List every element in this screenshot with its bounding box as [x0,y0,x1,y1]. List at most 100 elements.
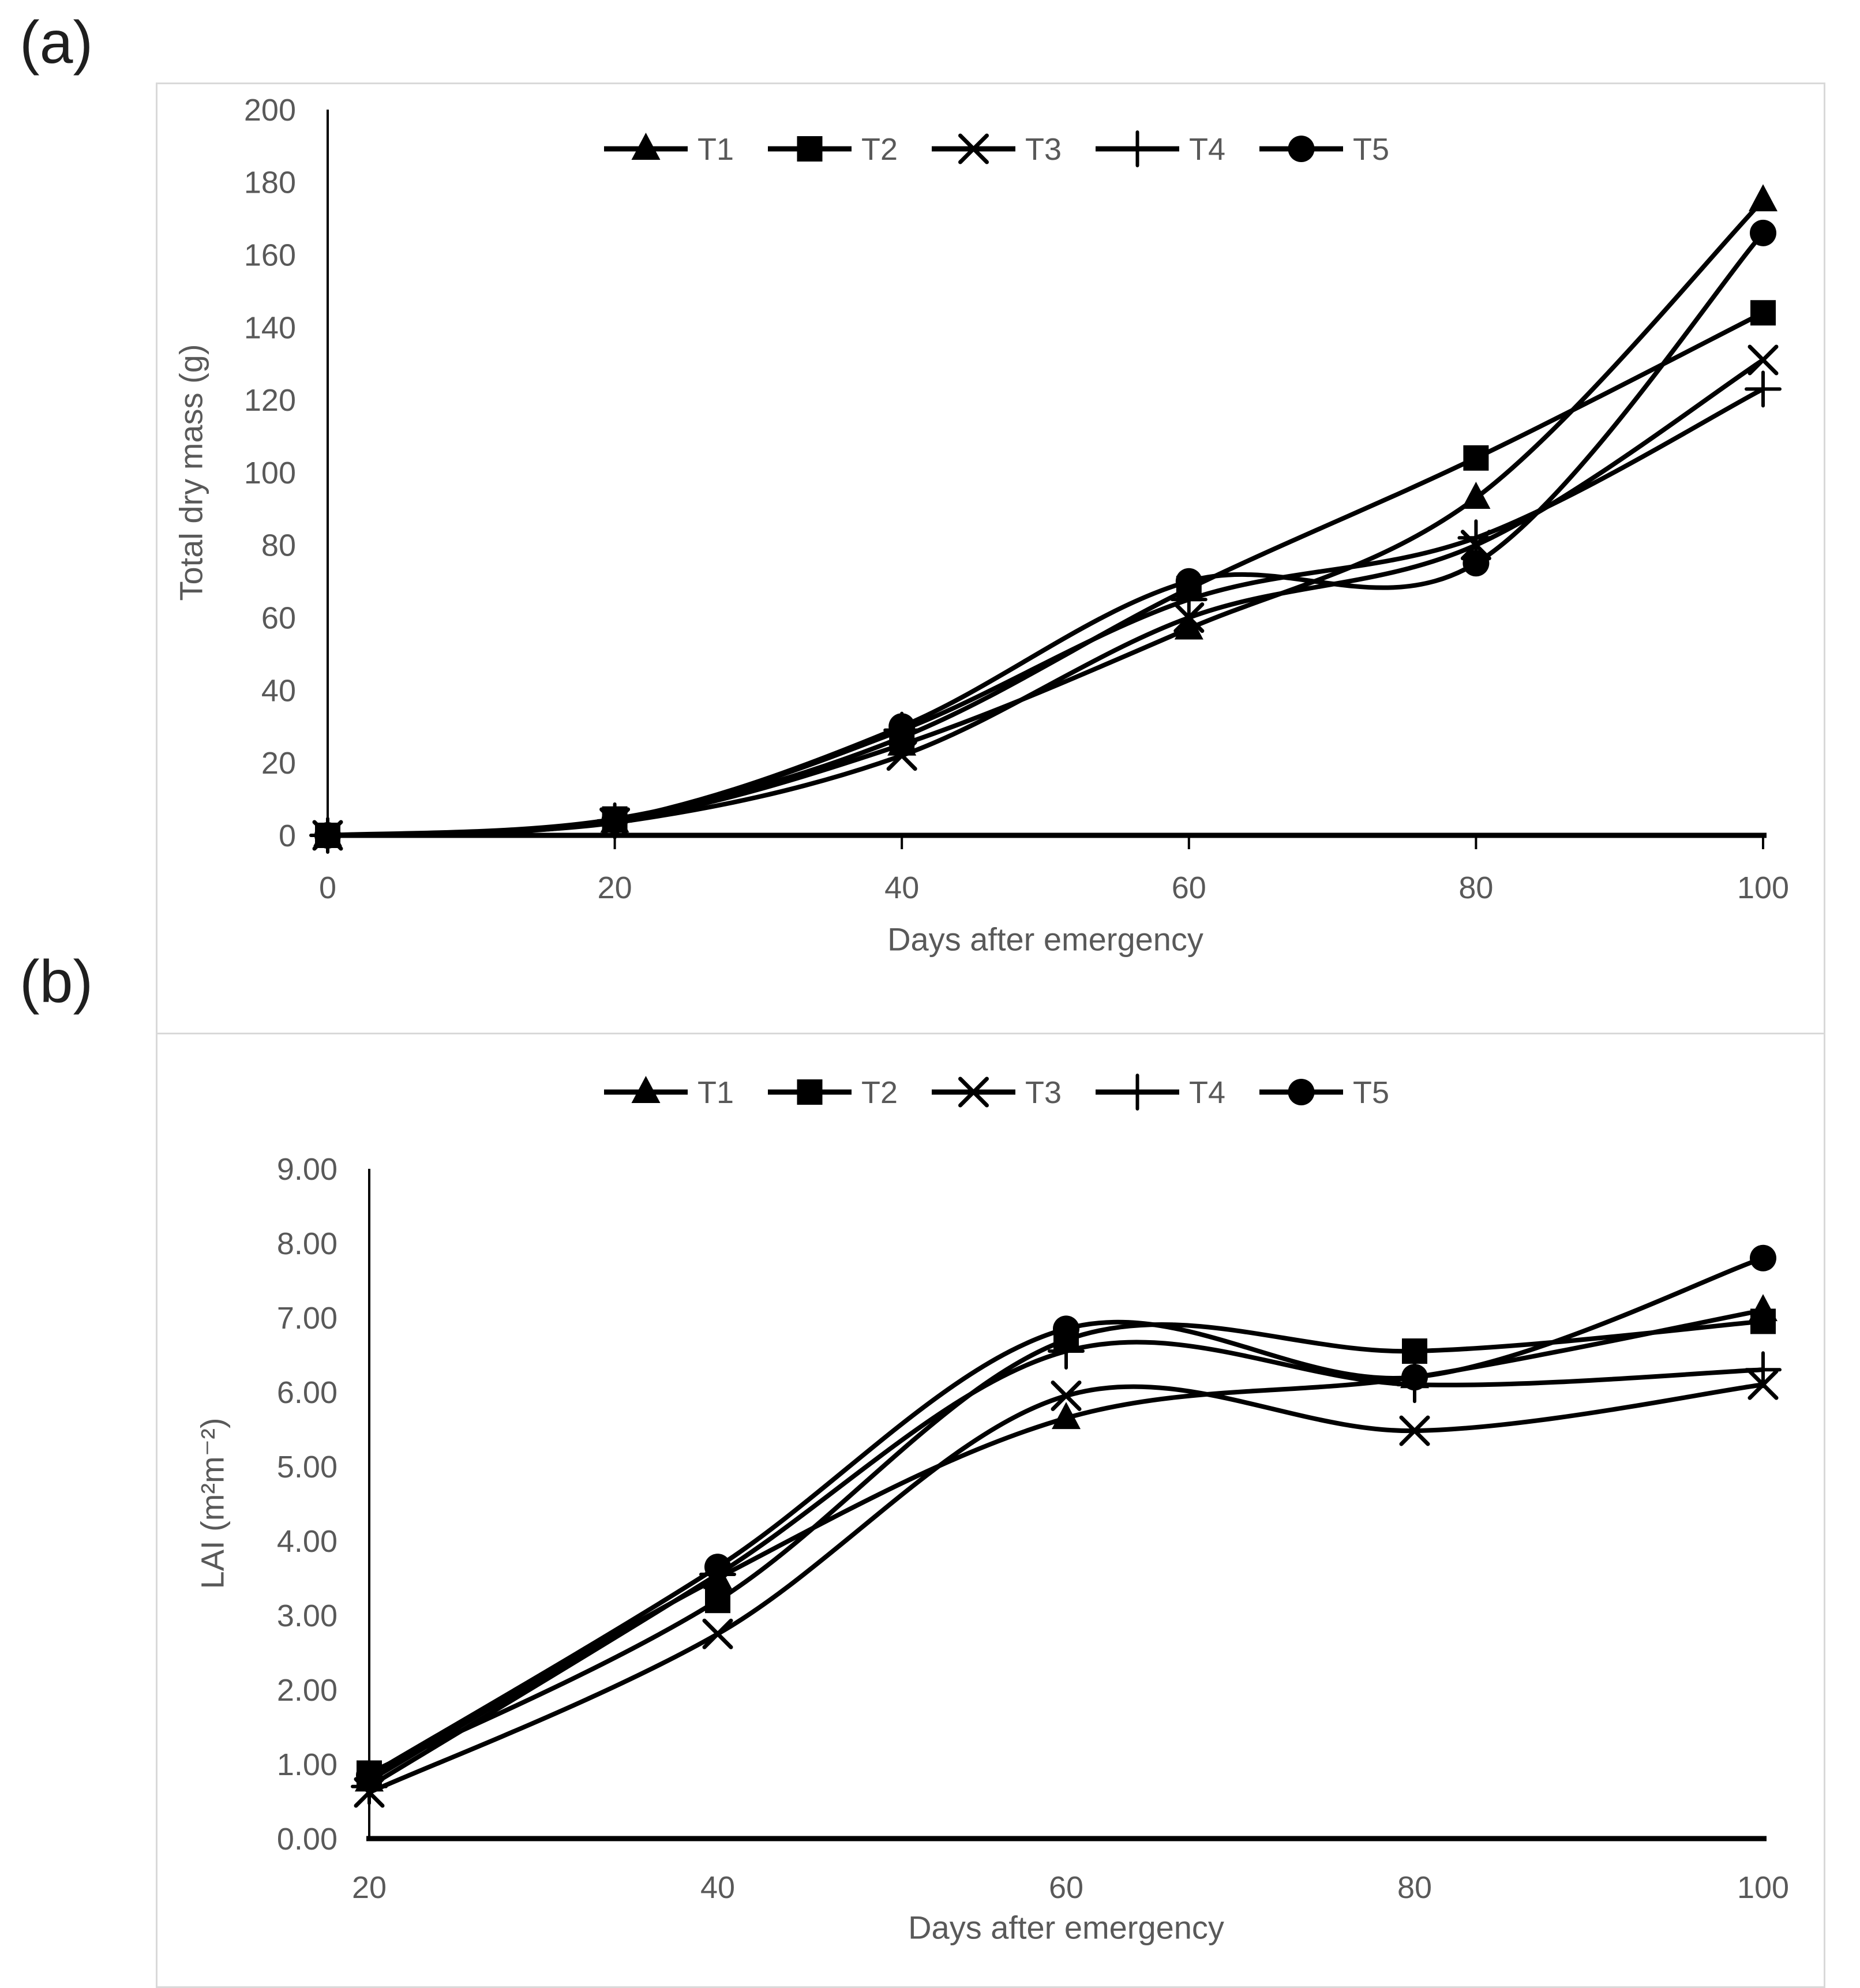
legend-label: T4 [1189,1075,1225,1110]
x-tick-label: 40 [884,871,919,905]
plus-marker-icon [1119,130,1156,167]
x-axis-title: Days after emergency [887,921,1203,958]
y-tick-label: 120 [244,383,296,418]
y-tick-label: 200 [244,93,296,127]
y-tick-label: 9.00 [277,1152,337,1187]
legend-label: T4 [1189,132,1225,167]
legend-label: T5 [1353,1075,1389,1110]
chart-a-total-dry-mass: 0 20 40 60 80 100 0 20 40 60 80 100 120 140 160 180 200 D… [173,93,1789,958]
legend: T1 T2 T3 T4 T5 [604,1074,1389,1111]
x-axis-title: Days after emergency [908,1910,1224,1946]
y-axis-title: LAI (m²m⁻²) [194,1417,231,1589]
legend-item-T2: T2 [768,132,898,167]
square-marker-icon [797,136,823,162]
panel-b: 20 40 60 80 100 0.00 1.00 2.00 3.00 4.00 5.00 6.00 7… [156,1033,1825,1988]
x-marker-icon [1051,1380,1082,1411]
x-marker-icon [886,740,917,771]
legend-label: T2 [861,132,898,167]
x-tick-label: 80 [1397,1870,1432,1905]
series-line-T2 [325,310,1765,838]
x-axis-ticks: 0 20 40 60 80 100 [319,838,1789,905]
y-tick-label: 0.00 [277,1822,337,1856]
y-tick-label: 6.00 [277,1375,337,1410]
circle-marker-icon [356,1762,382,1789]
x-marker-icon [958,1076,989,1108]
x-axis-ticks: 20 40 60 80 100 [352,1870,1789,1905]
plus-marker-icon [1119,1074,1156,1111]
circle-marker-icon [1053,1315,1079,1342]
triangle-marker-icon [631,133,661,160]
square-marker-icon [1402,1338,1427,1364]
x-tick-label: 60 [1172,871,1206,905]
series-T1 [313,184,1777,846]
circle-marker-icon [1750,219,1776,246]
y-tick-label: 180 [244,166,296,200]
triangle-marker-icon [1461,482,1491,509]
panel-a: 0 20 40 60 80 100 0 20 40 60 80 100 120 140 160 180 200 D… [156,82,1825,1034]
y-axis-ticks: 0.00 1.00 2.00 3.00 4.00 5.00 6.00 7.00 8.00 9.00 [277,1152,337,1856]
y-tick-label: 7.00 [277,1301,337,1336]
y-tick-label: 140 [244,310,296,345]
y-tick-label: 160 [244,238,296,273]
legend: T1 T2 T3 T4 T5 [604,130,1389,167]
legend-item-T5: T5 [1259,1075,1389,1110]
x-tick-label: 20 [352,1870,387,1905]
plus-marker-icon [1457,519,1495,557]
series-T5 [314,219,1776,849]
series-line-T4 [367,1340,1765,1789]
legend-label: T5 [1353,132,1389,167]
panel-a-label: (a) [20,9,93,76]
series-T3 [312,344,1779,851]
circle-marker-icon [888,713,916,740]
x-tick-label: 60 [1049,1870,1083,1905]
series-line-T4 [325,387,1765,838]
legend-item-T4: T4 [1096,1074,1225,1111]
legend-item-T4: T4 [1096,130,1225,167]
legend-item-T1: T1 [604,132,734,167]
legend-label: T1 [697,132,734,167]
series-T2 [315,300,1776,848]
triangle-marker-icon [631,1076,661,1103]
axes [325,110,1767,838]
y-tick-label: 4.00 [277,1524,337,1559]
y-tick-label: 100 [244,456,296,490]
plus-marker-icon [1745,370,1782,408]
x-tick-label: 80 [1458,871,1493,905]
y-axis-ticks: 0 20 40 60 80 100 120 140 160 180 200 [244,93,296,853]
circle-marker-icon [1462,550,1490,577]
x-tick-label: 20 [598,871,632,905]
axes [366,1169,1767,1841]
legend-item-T2: T2 [768,1075,898,1110]
x-tick-label: 0 [319,871,336,905]
triangle-marker-icon [1749,184,1777,212]
legend-item-T3: T3 [932,1075,1062,1110]
circle-marker-icon [601,807,628,834]
circle-marker-icon [1288,136,1315,162]
legend-item-T5: T5 [1259,132,1389,167]
chart-b-lai: 20 40 60 80 100 0.00 1.00 2.00 3.00 4.00 5.00 6.00 7… [194,1074,1789,1946]
y-tick-label: 60 [261,601,296,636]
circle-marker-icon [1175,568,1202,595]
square-marker-icon [797,1079,823,1105]
x-marker-icon [958,133,989,164]
legend-label: T2 [861,1075,898,1110]
circle-marker-icon [314,822,341,849]
legend-label: T1 [697,1075,734,1110]
y-tick-label: 80 [261,528,296,563]
series-T4 [309,370,1782,854]
legend-item-T3: T3 [932,132,1062,167]
triangle-marker-icon [1174,612,1203,640]
panel-b-label: (b) [20,948,93,1015]
y-tick-label: 2.00 [277,1673,337,1708]
y-tick-label: 20 [261,746,296,781]
square-marker-icon [1463,445,1489,471]
x-marker-icon [702,1618,733,1649]
series-line-T5 [325,230,1765,838]
square-marker-icon [1750,300,1776,326]
y-tick-label: 40 [261,673,296,708]
triangle-marker-icon [1052,1402,1081,1430]
x-tick-label: 100 [1737,1870,1789,1905]
legend-label: T3 [1025,132,1062,167]
circle-marker-icon [1288,1079,1315,1105]
series-T3 [354,1369,1779,1808]
